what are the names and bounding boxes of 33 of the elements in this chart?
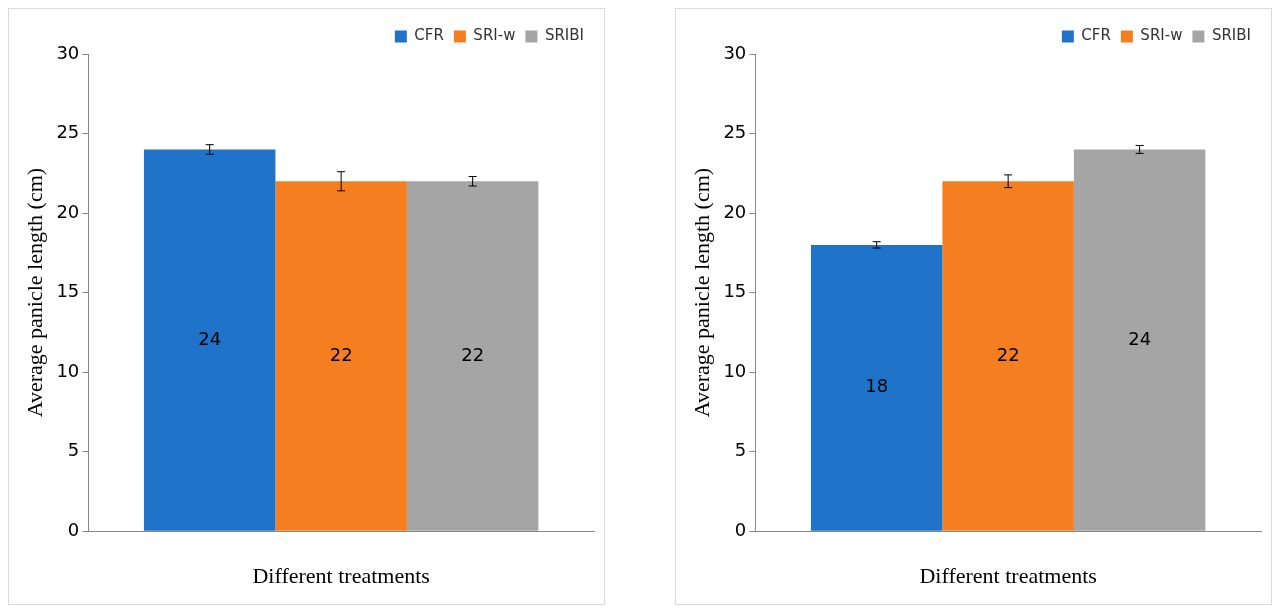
data-label: 24 [1128,327,1152,349]
legend-label: SRIBI [544,26,585,45]
data-label: 22 [461,343,485,365]
y-tick-label: 5 [67,439,80,461]
legend-label: SRI-w [1140,26,1183,45]
bar [1073,149,1206,531]
y-tick-label: 10 [723,359,747,381]
legend-label: SRIBI [1211,26,1252,45]
legend-label: CFR [1081,26,1111,45]
x-axis-title: Different treatments [919,562,1097,588]
y-tick-label: 20 [56,200,80,222]
y-tick-label: 10 [56,359,80,381]
y-axis-title: Average panicle length (cm) [21,167,47,418]
y-axis-title: Average panicle length (cm) [688,167,714,418]
data-label: 22 [329,343,353,365]
data-label: 24 [198,327,222,349]
y-tick-label: 30 [56,41,80,63]
legend-label: SRI-w [473,26,516,45]
y-tick-label: 25 [723,121,747,143]
y-tick-label: 15 [723,280,747,302]
y-tick-label: 0 [734,518,747,540]
data-label: 22 [996,343,1020,365]
y-tick-label: 15 [56,280,80,302]
y-tick-label: 30 [723,41,747,63]
y-tick-label: 25 [56,121,80,143]
y-tick-label: 5 [734,439,747,461]
y-tick-label: 0 [67,518,80,540]
legend-label: CFR [414,26,444,45]
data-label: 18 [865,375,889,397]
x-axis-title: Different treatments [252,562,430,588]
y-tick-label: 20 [723,200,747,222]
bar [942,181,1074,531]
bar [810,244,943,531]
